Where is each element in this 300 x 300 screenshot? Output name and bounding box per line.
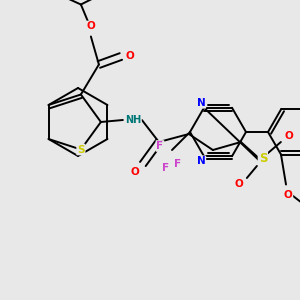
Text: O: O	[86, 22, 95, 32]
Text: O: O	[235, 179, 243, 189]
Text: NH: NH	[125, 115, 141, 125]
Text: O: O	[125, 52, 134, 61]
Text: O: O	[284, 131, 293, 141]
Text: F: F	[156, 141, 164, 151]
Text: S: S	[259, 152, 267, 164]
Text: F: F	[174, 159, 182, 169]
Text: O: O	[130, 167, 139, 177]
Text: F: F	[162, 163, 169, 173]
Text: N: N	[196, 98, 206, 108]
Text: S: S	[77, 145, 85, 154]
Text: N: N	[196, 156, 206, 166]
Text: O: O	[284, 190, 292, 200]
